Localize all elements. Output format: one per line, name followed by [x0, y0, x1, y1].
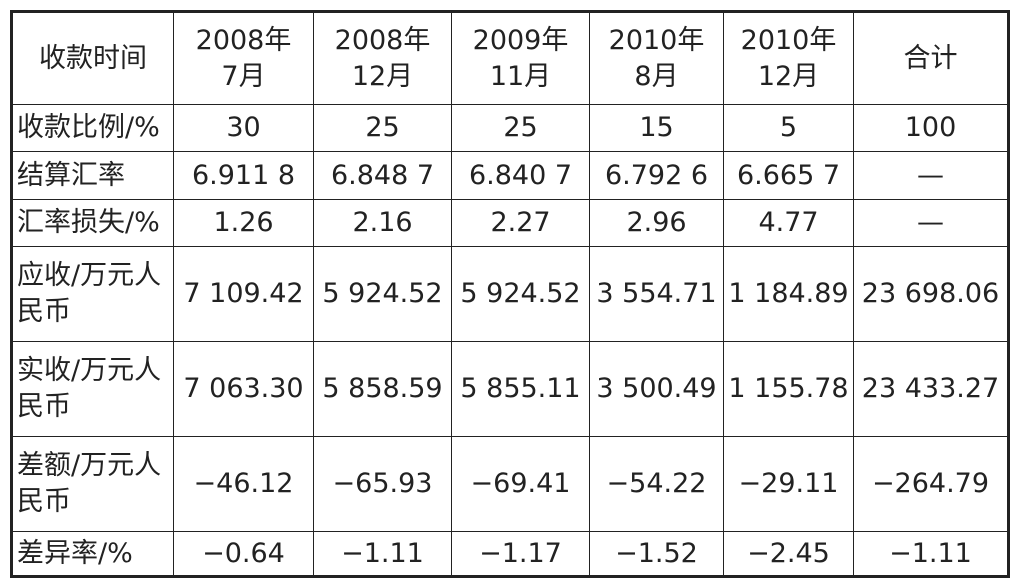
data-cell: 5 924.52 — [313, 246, 452, 342]
data-cell: −2.45 — [723, 531, 854, 577]
header-cell: 合计 — [853, 11, 1009, 105]
data-cell: 6.911 8 — [173, 151, 314, 200]
table-row: 差额/万元人 民币 −46.12 −65.93 −69.41 −54.22 −29.11−… — [11, 436, 1009, 532]
data-cell: 23 698.06 — [853, 246, 1009, 342]
data-cell: 2.16 — [313, 199, 452, 247]
data-cell: 5 858.59 — [313, 341, 452, 437]
header-cell: 2010年 8月 — [589, 11, 724, 105]
table-row: 差异率/% −0.64 −1.11 −1.17 −1.52 −2.45 −1.11 — [11, 531, 1009, 577]
data-cell: 6.665 7 — [723, 151, 854, 200]
data-cell: 2.96 — [589, 199, 724, 247]
data-cell: −0.64 — [173, 531, 314, 577]
table-row: 应收/万元人 民币 7 109.42 5 924.52 5 924.52 3 554.7… — [11, 246, 1009, 342]
row-header-cell: 汇率损失/% — [11, 199, 174, 247]
data-cell: −1.11 — [313, 531, 452, 577]
data-cell: −65.93 — [313, 436, 452, 532]
data-cell: 1 155.78 — [723, 341, 854, 437]
data-cell: 15 — [589, 104, 724, 152]
data-cell: −69.41 — [451, 436, 590, 532]
table-row: 收款比例/% 30 25 25 15 5 100 — [11, 104, 1009, 152]
row-header-cell: 差异率/% — [11, 531, 174, 577]
header-cell: 2009年 11月 — [451, 11, 590, 105]
header-cell: 2008年 7月 — [173, 11, 314, 105]
header-row: 收款时间 2008年 7月 2008年 12月 2009年 11月 2010年 8月 20… — [11, 11, 1009, 105]
data-table: 收款时间 2008年 7月 2008年 12月 2009年 11月 2010年 8月 20… — [10, 10, 1010, 578]
table-row: 汇率损失/% 1.26 2.16 2.27 2.96 4.77— — [11, 199, 1009, 247]
data-cell: 5 — [723, 104, 854, 152]
data-cell: 3 554.71 — [589, 246, 724, 342]
data-cell: 7 109.42 — [173, 246, 314, 342]
table-body: 收款时间 2008年 7月 2008年 12月 2009年 11月 2010年 8月 20… — [11, 11, 1009, 577]
data-cell: 3 500.49 — [589, 341, 724, 437]
row-header-cell: 收款时间 — [11, 11, 174, 105]
data-cell: 25 — [313, 104, 452, 152]
data-cell: 5 855.11 — [451, 341, 590, 437]
data-cell: −29.11 — [723, 436, 854, 532]
data-cell: 4.77 — [723, 199, 854, 247]
data-cell: −46.12 — [173, 436, 314, 532]
data-cell: — — [853, 199, 1009, 247]
header-cell: 2008年 12月 — [313, 11, 452, 105]
data-cell: 2.27 — [451, 199, 590, 247]
data-cell: 6.840 7 — [451, 151, 590, 200]
header-cell: 2010年 12月 — [723, 11, 854, 105]
row-header-cell: 差额/万元人 民币 — [11, 436, 174, 532]
data-cell: 23 433.27 — [853, 341, 1009, 437]
data-cell: −264.79 — [853, 436, 1009, 532]
data-cell: −54.22 — [589, 436, 724, 532]
data-cell: 5 924.52 — [451, 246, 590, 342]
table-row: 结算汇率 6.911 8 6.848 7 6.840 7 6.792 6 6.665 7— — [11, 151, 1009, 200]
data-cell: — — [853, 151, 1009, 200]
data-cell: −1.52 — [589, 531, 724, 577]
row-header-cell: 应收/万元人 民币 — [11, 246, 174, 342]
data-cell: 30 — [173, 104, 314, 152]
data-cell: 6.848 7 — [313, 151, 452, 200]
data-cell: 1.26 — [173, 199, 314, 247]
data-cell: −1.17 — [451, 531, 590, 577]
data-cell: 7 063.30 — [173, 341, 314, 437]
data-cell: 6.792 6 — [589, 151, 724, 200]
row-header-cell: 结算汇率 — [11, 151, 174, 200]
row-header-cell: 收款比例/% — [11, 104, 174, 152]
data-cell: 25 — [451, 104, 590, 152]
data-cell: 100 — [853, 104, 1009, 152]
table-row: 实收/万元人 民币 7 063.30 5 858.59 5 855.11 3 500.4… — [11, 341, 1009, 437]
row-header-cell: 实收/万元人 民币 — [11, 341, 174, 437]
data-cell: −1.11 — [853, 531, 1009, 577]
data-cell: 1 184.89 — [723, 246, 854, 342]
